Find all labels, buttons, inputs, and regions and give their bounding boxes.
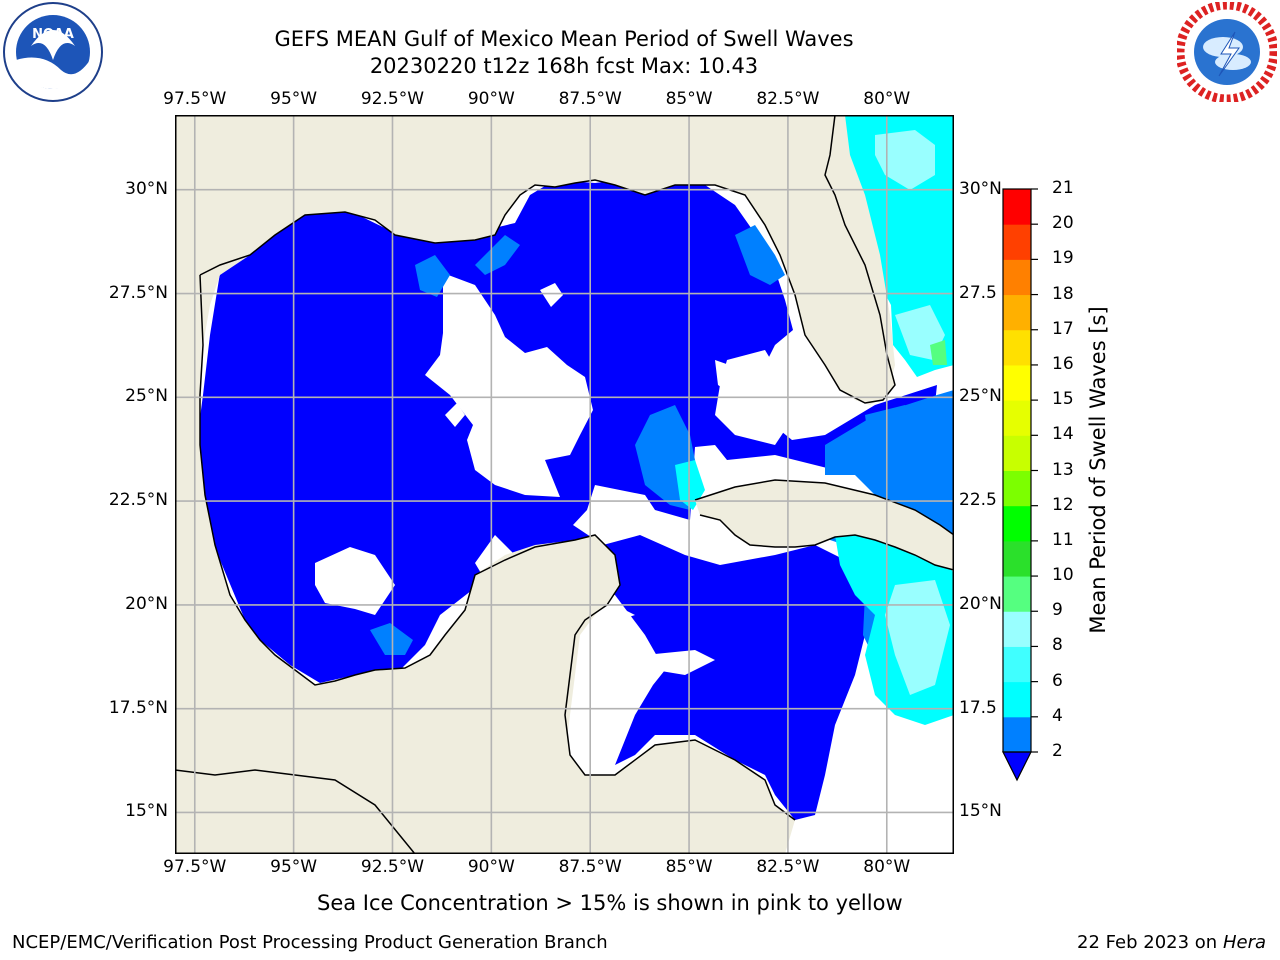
colorbar-swatch: [1003, 364, 1031, 401]
colorbar-tick-label: 18: [1052, 283, 1074, 304]
lon-tick-bottom: 87.5°W: [558, 857, 622, 877]
colorbar-swatch: [1003, 189, 1031, 225]
lon-tick-top: 97.5°W: [163, 89, 227, 109]
colorbar-tick-label: 10: [1052, 565, 1074, 586]
chart-title: GEFS MEAN Gulf of Mexico Mean Period of …: [274, 27, 854, 51]
lat-tick-right: 20°N: [959, 593, 1002, 614]
lat-tick-left: 27.5°N: [108, 282, 168, 303]
lat-tick-right: 17.5: [959, 697, 997, 718]
lon-tick-bottom: 97.5°W: [163, 857, 227, 877]
colorbar-label: Mean Period of Swell Waves [s]: [1086, 306, 1110, 634]
colorbar-tick-label: 11: [1052, 529, 1074, 550]
swell-field: [195, 177, 937, 820]
footer-credit: NCEP/EMC/Verification Post Processing Pr…: [12, 932, 608, 953]
colorbar-swatch: [1003, 681, 1031, 718]
lon-tick-bottom: 85°W: [665, 857, 713, 877]
colorbar-swatch: [1003, 716, 1031, 753]
lon-tick-top: 85°W: [665, 89, 713, 109]
colorbar-swatch: [1003, 224, 1031, 260]
colorbar-tick-label: 2: [1052, 741, 1063, 761]
lon-tick-top: 90°W: [467, 89, 515, 109]
colorbar-swatch: [1003, 435, 1031, 471]
lat-tick-left: 30°N: [125, 178, 168, 199]
sea-ice-note: Sea Ice Concentration > 15% is shown in …: [317, 891, 903, 915]
lon-tick-top: 92.5°W: [360, 89, 425, 109]
colorbar-tick-label: 14: [1052, 424, 1074, 445]
lon-tick-top: 87.5°W: [558, 89, 622, 109]
colorbar-tick-label: 9: [1052, 600, 1063, 621]
colorbar-tick-label: 21: [1052, 178, 1074, 198]
colorbar-extend-min: [1002, 751, 1032, 782]
colorbar-swatch: [1003, 646, 1031, 683]
footer-machine: Hera: [1222, 932, 1266, 953]
colorbar-swatch: [1003, 576, 1031, 612]
map-grid: [175, 115, 954, 854]
gulf-map: [175, 115, 954, 854]
colorbar-swatch: [1003, 611, 1031, 647]
lat-tick-right: 30°N: [959, 178, 1002, 199]
lat-tick-right: 25°N: [959, 386, 1002, 407]
colorbar-tick-label: 17: [1052, 318, 1074, 339]
colorbar-swatch: [1003, 259, 1031, 296]
colorbar-swatch: [1003, 470, 1031, 507]
lon-tick-top: 95°W: [270, 89, 318, 109]
colorbar-swatch: [1003, 505, 1031, 542]
lat-tick-right: 27.5: [959, 282, 997, 303]
nws-logo-icon: [1177, 2, 1277, 102]
lon-tick-bottom: 80°W: [863, 857, 911, 877]
lat-tick-left: 17.5°N: [108, 697, 168, 718]
noaa-logo-icon: NOAA: [3, 2, 103, 102]
lon-tick-bottom: 95°W: [270, 857, 318, 877]
colorbar-swatch: [1003, 294, 1031, 331]
colorbar-tick-label: 20: [1052, 213, 1074, 234]
colorbar-tick-label: 6: [1052, 670, 1063, 691]
lon-tick-bottom: 90°W: [467, 857, 515, 877]
lon-tick-bottom: 82.5°W: [756, 857, 820, 877]
colorbar-tick-label: 16: [1052, 353, 1074, 374]
colorbar: [1002, 188, 1038, 782]
lon-tick-bottom: 92.5°W: [360, 857, 425, 877]
footer-date: 22 Feb 2023 on Hera: [1077, 932, 1266, 953]
noaa-logo-text: NOAA: [32, 27, 74, 42]
colorbar-tick-label: 15: [1052, 389, 1074, 410]
lon-tick-top: 80°W: [863, 89, 911, 109]
lat-tick-left: 15°N: [125, 801, 168, 822]
colorbar-tick-label: 13: [1052, 459, 1074, 480]
colorbar-tick-label: 19: [1052, 248, 1074, 269]
lat-tick-right: 15°N: [959, 801, 1002, 822]
colorbar-tick-label: 8: [1052, 635, 1063, 656]
lon-tick-top: 82.5°W: [756, 89, 820, 109]
lat-tick-left: 20°N: [125, 593, 168, 614]
colorbar-swatch: [1003, 329, 1031, 366]
footer-date-text: 22 Feb 2023 on: [1077, 932, 1218, 953]
chart-subtitle: 20230220 t12z 168h fcst Max: 10.43: [369, 54, 759, 78]
land: [175, 115, 954, 854]
colorbar-tick-label: 12: [1052, 494, 1074, 515]
colorbar-tick-label: 4: [1052, 705, 1063, 726]
lat-tick-left: 25°N: [125, 386, 168, 407]
lat-tick-left: 22.5°N: [108, 490, 168, 511]
colorbar-swatch: [1003, 400, 1031, 436]
colorbar-swatch: [1003, 540, 1031, 577]
lat-tick-right: 22.5: [959, 490, 997, 511]
